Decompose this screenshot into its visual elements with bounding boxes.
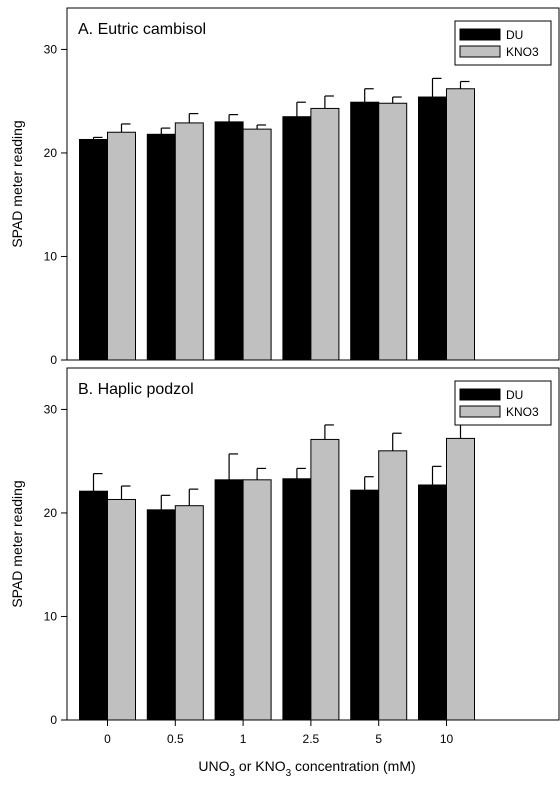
legend-label: KNO3 — [506, 405, 539, 419]
bar-kno3 — [242, 479, 272, 721]
bar-kno3 — [174, 505, 204, 721]
bar-du — [214, 479, 244, 721]
y-tick-label: 10 — [44, 249, 58, 263]
bar-du — [79, 490, 108, 721]
bar-kno3 — [174, 122, 204, 361]
panel-title: B. Haplic podzol — [78, 381, 194, 398]
bar-kno3 — [378, 450, 408, 721]
x-axis-label-subscript: 3 — [286, 768, 292, 779]
bar-du — [350, 101, 380, 361]
bar-kno3 — [242, 128, 272, 361]
legend-box — [454, 380, 552, 426]
panel-title: A. Eutric cambisol — [78, 21, 206, 38]
legend-box — [454, 20, 552, 66]
legend-swatch-du — [459, 28, 501, 41]
bar-kno3 — [310, 438, 340, 721]
x-tick-label: 0 — [104, 732, 111, 746]
y-tick-label: 0 — [50, 353, 57, 367]
y-axis-label: SPAD meter reading — [9, 120, 25, 247]
bar-du — [146, 509, 176, 721]
legend-swatch-kno3 — [459, 45, 501, 58]
x-axis-label-part: or KNO — [235, 758, 286, 774]
y-tick-label: 20 — [44, 506, 58, 520]
x-tick-label: 1 — [240, 732, 247, 746]
bar-du — [282, 478, 312, 721]
y-tick-label: 30 — [44, 402, 58, 416]
y-tick-label: 30 — [44, 42, 58, 56]
y-tick-label: 10 — [44, 609, 58, 623]
bar-du — [350, 489, 380, 721]
x-axis-label: UNO3 or KNO3 concentration (mM) — [198, 758, 415, 779]
x-tick-label: 2.5 — [303, 732, 320, 746]
bar-du — [214, 121, 244, 361]
x-tick-label: 5 — [375, 732, 382, 746]
bar-kno3 — [378, 102, 408, 361]
y-axis-label: SPAD meter reading — [9, 480, 25, 607]
legend-swatch-kno3 — [459, 405, 501, 418]
x-axis-label-part: UNO — [198, 758, 229, 774]
legend-label: DU — [506, 28, 523, 42]
legend-label: KNO3 — [506, 45, 539, 59]
bar-du — [79, 138, 108, 361]
bar-du — [418, 484, 447, 721]
bar-kno3 — [107, 131, 136, 361]
bar-du — [282, 116, 312, 361]
x-axis-label-part: concentration (mM) — [291, 758, 415, 774]
x-axis-label-subscript: 3 — [229, 768, 235, 779]
bar-kno3 — [446, 88, 475, 361]
y-tick-label: 0 — [50, 713, 57, 727]
bar-kno3 — [107, 498, 136, 721]
bar-kno3 — [446, 437, 475, 721]
x-tick-label: 0.5 — [167, 732, 184, 746]
bar-kno3 — [310, 107, 340, 361]
bar-du — [418, 96, 447, 361]
legend-swatch-du — [459, 388, 501, 401]
x-tick-label: 10 — [440, 732, 454, 746]
legend-label: DU — [506, 388, 523, 402]
y-tick-label: 20 — [44, 146, 58, 160]
bar-du — [146, 133, 176, 361]
panel-a: 0 10 20 30 SPAD meter reading A. Eutric cambi… — [9, 7, 560, 367]
